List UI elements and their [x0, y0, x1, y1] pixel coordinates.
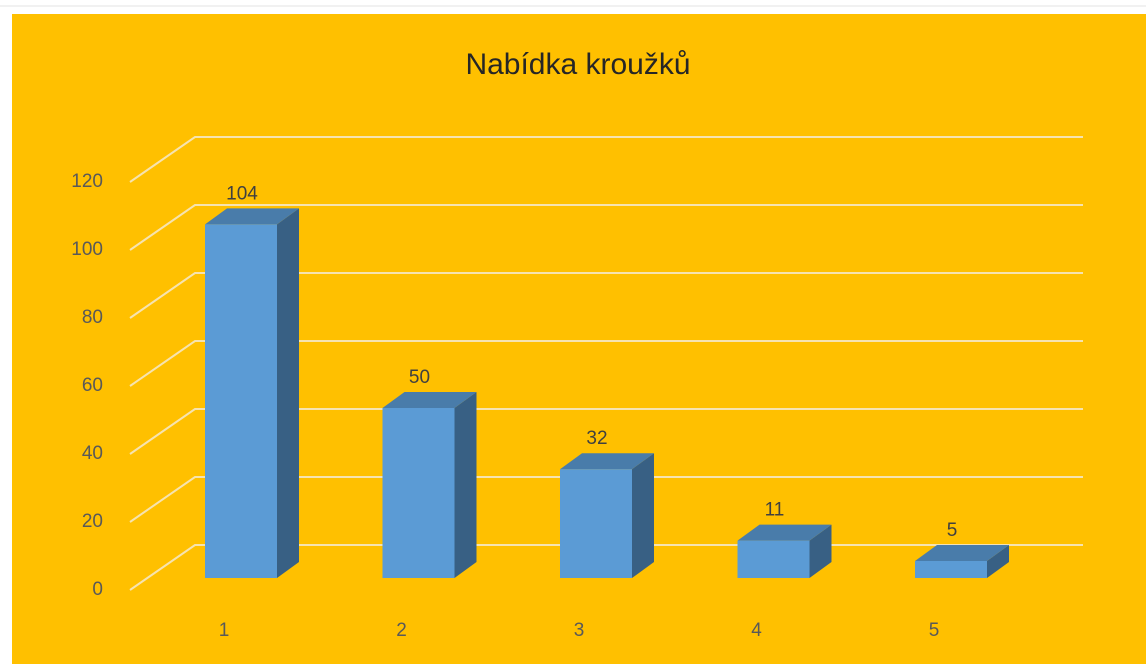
bar-side	[277, 208, 299, 578]
y-tick-label: 60	[82, 375, 103, 396]
bar-top	[382, 392, 477, 408]
bar-side	[809, 524, 832, 578]
grid-line	[129, 204, 1083, 251]
bar-side	[632, 453, 654, 578]
x-tick-label: 5	[929, 620, 940, 641]
data-label: 5	[947, 520, 958, 541]
data-label: 50	[409, 367, 430, 388]
y-tick-label: 120	[71, 171, 103, 192]
bar-top	[915, 545, 1009, 561]
data-label: 11	[765, 500, 785, 521]
bar	[382, 408, 455, 578]
x-tick-label: 2	[396, 620, 407, 641]
bar	[560, 469, 632, 578]
data-label: 104	[226, 183, 258, 204]
chart-title: Nabídka kroužků	[465, 48, 690, 81]
bar	[737, 540, 810, 578]
grid-line	[129, 136, 1083, 183]
bar-top	[560, 453, 654, 470]
x-tick-label: 1	[219, 620, 230, 641]
y-tick-label: 0	[92, 579, 103, 600]
y-tick-label: 40	[82, 443, 103, 464]
bar-side	[987, 545, 1009, 578]
x-tick-label: 3	[574, 620, 585, 641]
bar-top	[737, 524, 832, 541]
y-tick-label: 20	[82, 511, 103, 532]
bar	[205, 224, 277, 578]
grid-line	[129, 476, 1083, 523]
y-tick-label: 80	[82, 307, 103, 328]
bar-side	[454, 392, 477, 578]
grid-line	[129, 408, 1083, 455]
bar	[915, 561, 987, 578]
y-tick-label: 100	[71, 239, 103, 260]
bar-top	[205, 208, 299, 225]
x-tick-label: 4	[751, 620, 762, 641]
grid-line	[129, 340, 1083, 387]
data-label: 32	[586, 428, 607, 449]
grid-line	[129, 272, 1083, 319]
